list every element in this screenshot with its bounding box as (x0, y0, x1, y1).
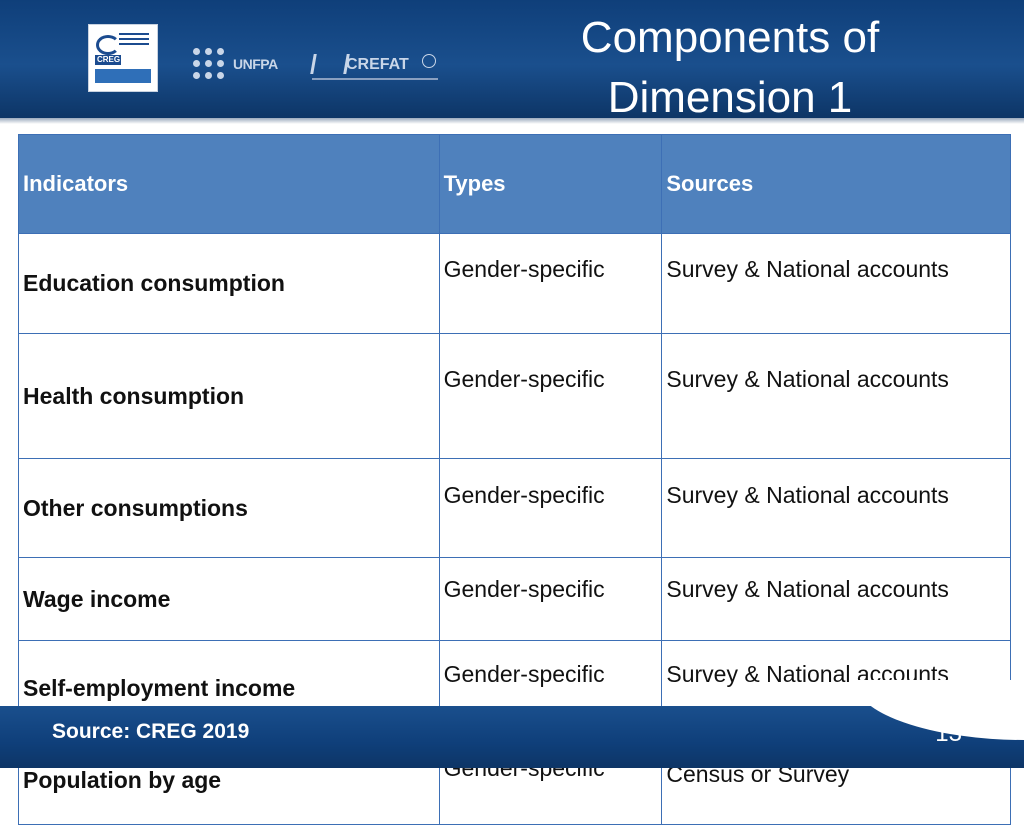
footer-bar: Source: CREG 2019 13 (0, 680, 1024, 768)
type-cell: Gender-specific (438, 458, 663, 558)
indicator-cell: Other consumptions (18, 458, 440, 558)
slide-title-line1: Components of (580, 13, 880, 62)
source-note: Source: CREG 2019 (52, 720, 250, 743)
crefat-seal-icon (422, 54, 436, 68)
creg-logo: CREG (88, 24, 158, 92)
type-cell: Gender-specific (438, 233, 663, 334)
header-types: Types (438, 134, 663, 234)
creg-logo-word: CREG (95, 55, 121, 65)
unfpa-dots-icon (193, 48, 231, 84)
table-row: Wage income Gender-specific Survey & Nat… (18, 557, 1011, 641)
unfpa-logo: UNFPA (193, 46, 278, 86)
table-header-row: Indicators Types Sources (18, 134, 1011, 234)
creg-lines-icon (119, 33, 149, 35)
table-row: Other consumptions Gender-specific Surve… (18, 458, 1011, 558)
slide-title: Components of Dimension 1 (520, 8, 940, 128)
source-cell: Survey & National accounts (661, 557, 1011, 641)
header-divider (0, 118, 1024, 124)
indicators-table: Indicators Types Sources Education consu… (18, 134, 1011, 825)
indicator-cell: Wage income (18, 557, 440, 641)
header-indicators: Indicators (18, 134, 440, 234)
source-cell: Survey & National accounts (661, 333, 1011, 459)
indicator-cell: Education consumption (18, 233, 440, 334)
type-cell: Gender-specific (438, 557, 663, 641)
crefat-underline (312, 78, 438, 80)
header-sources: Sources (661, 134, 1011, 234)
crefat-logo-text: CREFAT (346, 56, 409, 73)
header-banner: CREG UNFPA CREFAT Components of Dimensio… (0, 0, 1024, 122)
crefat-mark-icon (310, 54, 350, 74)
creg-swoosh-icon (96, 35, 120, 55)
creg-logo-band (95, 69, 151, 83)
source-cell: Survey & National accounts (661, 233, 1011, 334)
table-row: Health consumption Gender-specific Surve… (18, 333, 1011, 459)
table-row: Education consumption Gender-specific Su… (18, 233, 1011, 334)
type-cell: Gender-specific (438, 333, 663, 459)
slide-title-line2: Dimension 1 (607, 73, 853, 122)
unfpa-logo-text: UNFPA (233, 56, 278, 72)
indicator-cell: Health consumption (18, 333, 440, 459)
page-number: 13 (935, 720, 962, 747)
source-cell: Survey & National accounts (661, 458, 1011, 558)
crefat-logo: CREFAT (310, 50, 438, 86)
